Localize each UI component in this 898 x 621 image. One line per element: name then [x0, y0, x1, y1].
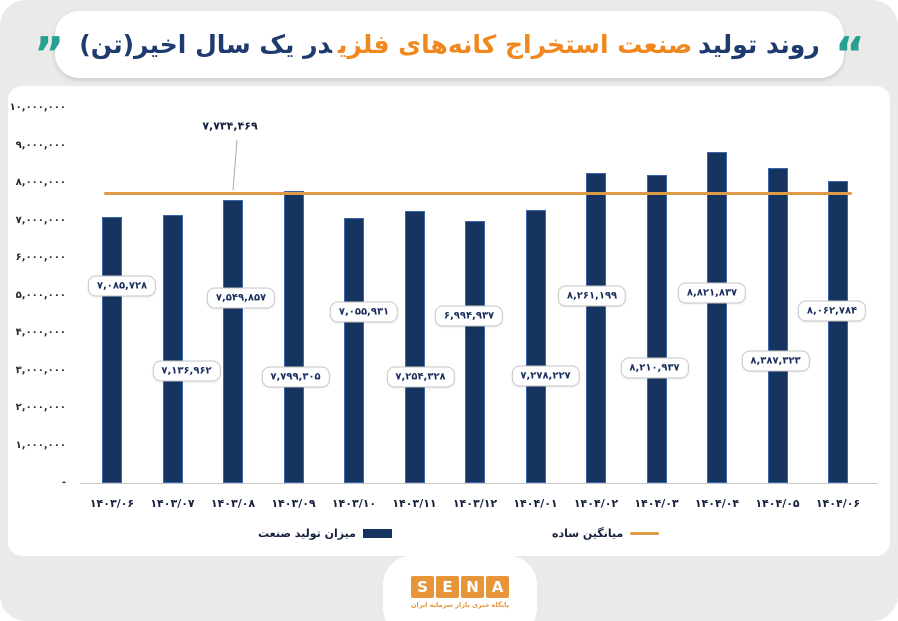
bar-value-callout: ۶,۹۹۴,۹۳۷ [434, 305, 504, 327]
production-bar [646, 175, 667, 483]
production-bar [586, 173, 606, 483]
y-axis-tick-label: ۸,۰۰۰,۰۰۰ [15, 177, 66, 188]
bar-value-callout: ۸,۲۶۱,۱۹۹ [557, 285, 627, 307]
y-axis-tick-label: ۷,۰۰۰,۰۰۰ [15, 214, 66, 226]
x-axis-tick-label: ۱۴۰۳/۰۶ [89, 497, 135, 510]
x-axis-tick-label: ۱۴۰۴/۰۱ [513, 497, 558, 510]
production-bar [223, 199, 243, 483]
production-bar [828, 180, 848, 483]
x-axis-line [80, 483, 878, 484]
production-bar [344, 218, 364, 483]
x-axis-tick-label: ۱۴۰۳/۱۲ [452, 497, 498, 510]
bar-value-callout: ۷,۰۵۵,۹۳۱ [329, 301, 399, 323]
sena-logo-tagline: پایگاه خبری بازار سرمایه ایران [410, 601, 510, 609]
bar-value-callout: ۷,۵۴۹,۸۵۷ [206, 287, 276, 309]
legend-item-average: میانگین ساده [552, 527, 660, 540]
bar-value-callout: ۸,۰۶۲,۷۸۴ [797, 300, 867, 322]
title-part-1: روند تولید [698, 30, 820, 59]
x-axis-tick-label: ۱۴۰۴/۰۳ [634, 497, 679, 510]
title-banner: “ روند تولیدصنعت استخراج کانه‌های فلزیدر… [34, 11, 865, 78]
x-axis-tick-label: ۱۴۰۳/۰۷ [150, 497, 195, 510]
y-axis-tick-label: ۴,۰۰۰,۰۰۰ [15, 327, 66, 338]
average-value-annotation: ۷,۷۳۴,۴۶۹ [202, 119, 258, 133]
production-bar [283, 190, 304, 483]
x-axis-tick-label: ۱۴۰۳/۱۱ [392, 497, 437, 510]
production-bar [404, 210, 425, 483]
x-axis-tick-label: ۱۴۰۴/۰۶ [815, 497, 861, 510]
bar-value-callout: ۸,۳۸۷,۳۲۳ [741, 350, 810, 372]
bar-value-callout: ۷,۷۹۹,۳۰۵ [261, 366, 330, 388]
production-bar [162, 215, 183, 483]
y-axis-tick-label: ۱,۰۰۰,۰۰۰ [15, 439, 66, 451]
sena-logo-letter: E [436, 576, 459, 598]
y-axis-tick-label: ۱۰,۰۰۰,۰۰۰ [9, 102, 66, 113]
bar-series-swatch [362, 529, 392, 538]
title-part-2: صنعت استخراج کانه‌های فلزی [337, 30, 693, 59]
x-axis-tick-label: ۱۴۰۴/۰۴ [694, 497, 740, 510]
y-axis-tick-label: - [61, 477, 66, 488]
bar-value-callout: ۷,۰۸۵,۷۲۸ [87, 275, 157, 297]
bar-value-callout: ۷,۲۷۸,۲۲۷ [511, 365, 580, 387]
y-axis-tick-label: ۹,۰۰۰,۰۰۰ [15, 139, 66, 151]
bar-value-callout: ۸,۲۱۰,۹۳۷ [620, 357, 689, 379]
opening-quote-icon: “ [834, 26, 865, 81]
legend-label-production: میزان تولید صنعت [258, 527, 356, 540]
x-axis-tick-label: ۱۴۰۳/۱۰ [331, 497, 377, 510]
production-bar [767, 168, 788, 483]
sena-logo-letter: N [461, 576, 484, 598]
production-bar [102, 217, 122, 483]
x-axis-tick-label: ۱۴۰۳/۰۹ [271, 497, 316, 510]
production-bar [465, 220, 485, 483]
sena-logo-letter: S [411, 576, 434, 598]
bar-value-callout: ۷,۱۳۶,۹۶۲ [152, 360, 221, 382]
bar-value-callout: ۷,۲۵۴,۳۲۸ [386, 366, 455, 388]
production-bar [707, 152, 727, 483]
y-axis-tick-label: ۲,۰۰۰,۰۰۰ [15, 402, 66, 413]
average-line-swatch [630, 532, 660, 535]
x-axis-tick-label: ۱۴۰۳/۰۸ [210, 497, 256, 510]
sena-logo-letter: A [486, 576, 509, 598]
closing-quote-icon: ” [34, 26, 65, 81]
y-axis-tick-label: ۳,۰۰۰,۰۰۰ [15, 364, 66, 376]
production-bar [525, 210, 546, 483]
page-title: روند تولیدصنعت استخراج کانه‌های فلزیدر ی… [76, 30, 822, 59]
y-axis-tick-label: ۵,۰۰۰,۰۰۰ [15, 289, 66, 301]
x-axis-tick-label: ۱۴۰۴/۰۲ [573, 497, 619, 510]
x-axis-tick-label: ۱۴۰۴/۰۵ [755, 497, 800, 510]
title-part-3: در یک سال اخیر(تن) [79, 30, 332, 59]
bar-value-callout: ۸,۸۲۱,۸۳۷ [677, 282, 747, 304]
average-line [104, 191, 852, 195]
legend-item-production: میزان تولید صنعت [258, 527, 392, 540]
legend-label-average: میانگین ساده [552, 527, 624, 540]
y-axis-tick-label: ۶,۰۰۰,۰۰۰ [15, 252, 66, 263]
